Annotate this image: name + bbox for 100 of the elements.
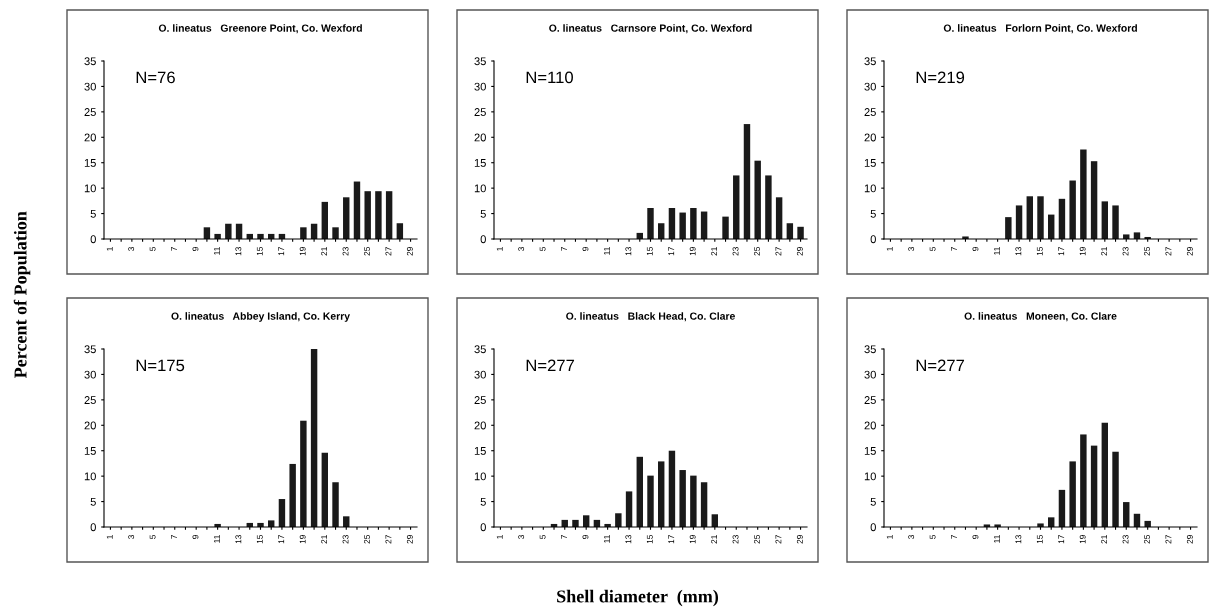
x-tick-label: 13 xyxy=(235,247,242,256)
annotation: N=277 xyxy=(526,359,575,372)
x-tick-label: 27 xyxy=(775,535,782,544)
bar xyxy=(1069,461,1076,527)
chart-title: O. lineatus Black Head, Co. Clare xyxy=(566,312,735,322)
annotation: N=219 xyxy=(916,71,965,84)
y-tick-label: 15 xyxy=(84,159,96,167)
bar xyxy=(690,207,697,239)
bar xyxy=(1005,217,1012,239)
x-tick-label: 15 xyxy=(646,534,653,544)
x-tick-label: 29 xyxy=(1186,247,1193,256)
x-tick-label: 27 xyxy=(1165,535,1172,544)
x-tick-label: 15 xyxy=(1036,246,1043,256)
x-tick-label: 21 xyxy=(1101,535,1107,544)
x-tick-label: 21 xyxy=(1101,247,1107,256)
x-tick-label: 1 xyxy=(886,535,893,539)
y-tick-label: 10 xyxy=(864,184,876,193)
x-tick-label: 21 xyxy=(711,535,717,544)
bar xyxy=(615,513,622,527)
y-tick-label: 5 xyxy=(480,209,486,218)
x-tick-label: 15 xyxy=(256,246,263,256)
x-tick-label: 25 xyxy=(754,534,760,544)
y-tick-label: 20 xyxy=(864,421,876,430)
y-tick-label: 5 xyxy=(90,497,96,506)
annotation: N=277 xyxy=(916,359,965,372)
x-tick-label: 11 xyxy=(214,535,220,543)
bar xyxy=(1101,422,1109,527)
y-tick-label: 35 xyxy=(84,345,96,354)
x-tick-label: 23 xyxy=(342,535,349,544)
x-tick-label: 23 xyxy=(342,247,349,256)
annotation: N=110 xyxy=(526,71,573,84)
bar xyxy=(1026,196,1033,239)
x-tick-label: 1 xyxy=(886,247,893,251)
bar xyxy=(1144,520,1151,527)
x-tick-label: 19 xyxy=(689,535,696,544)
bar xyxy=(754,160,761,239)
y-tick-label: 25 xyxy=(864,396,876,404)
x-tick-label: 19 xyxy=(299,535,306,544)
y-tick-label: 35 xyxy=(474,345,486,354)
bar xyxy=(1112,205,1119,239)
x-tick-label: 7 xyxy=(951,535,957,539)
bar xyxy=(1015,205,1023,239)
x-tick-label: 5 xyxy=(539,534,546,539)
bar xyxy=(1090,161,1098,239)
y-tick-label: 10 xyxy=(84,184,96,193)
bar xyxy=(700,482,708,527)
x-tick-label: 7 xyxy=(561,247,567,251)
bar xyxy=(797,226,804,239)
bar xyxy=(1112,451,1119,527)
bar xyxy=(278,499,286,527)
bar xyxy=(743,124,751,239)
chart-title: O. lineatus Carnsore Point, Co. Wexford xyxy=(549,24,752,34)
y-tick-label: 35 xyxy=(864,57,876,66)
y-tick-label: 5 xyxy=(480,497,486,506)
x-tick-label: 3 xyxy=(128,535,135,539)
x-tick-label: 5 xyxy=(149,246,156,251)
x-tick-label: 27 xyxy=(775,247,782,256)
y-axis-title: Percent of Population xyxy=(13,211,31,378)
bar xyxy=(1069,180,1076,239)
y-tick-label: 10 xyxy=(474,184,486,193)
x-tick-label: 3 xyxy=(128,247,135,251)
x-tick-label: 25 xyxy=(364,534,370,544)
y-tick-label: 15 xyxy=(864,159,876,167)
x-tick-label: 1 xyxy=(106,535,113,539)
bar xyxy=(775,197,783,239)
bar xyxy=(343,197,350,239)
y-tick-label: 0 xyxy=(870,523,876,532)
x-tick-label: 1 xyxy=(496,535,503,539)
x-tick-label: 25 xyxy=(1144,534,1150,544)
x-tick-label: 9 xyxy=(972,535,979,539)
bar xyxy=(636,456,643,527)
y-tick-label: 35 xyxy=(864,345,876,354)
x-tick-label: 5 xyxy=(929,534,936,539)
x-tick-label: 5 xyxy=(149,534,156,539)
y-tick-label: 25 xyxy=(474,108,486,116)
x-tick-label: 23 xyxy=(732,247,739,256)
x-tick-label: 17 xyxy=(668,535,675,544)
bar xyxy=(733,175,740,239)
bar xyxy=(625,491,633,527)
x-tick-label: 17 xyxy=(1058,535,1065,544)
x-tick-label: 23 xyxy=(1122,247,1129,256)
annotation: N=76 xyxy=(136,71,175,84)
bar xyxy=(310,349,318,527)
bar xyxy=(1037,523,1044,527)
x-tick-label: 7 xyxy=(171,247,177,251)
x-tick-label: 29 xyxy=(406,247,413,256)
x-tick-label: 19 xyxy=(689,247,696,256)
x-tick-label: 27 xyxy=(1165,247,1172,256)
y-tick-label: 25 xyxy=(84,396,96,404)
x-tick-label: 9 xyxy=(582,247,589,251)
y-tick-label: 25 xyxy=(474,396,486,404)
x-tick-label: 15 xyxy=(1036,534,1043,544)
x-tick-label: 25 xyxy=(1144,246,1150,256)
bar xyxy=(668,450,676,527)
x-tick-label: 21 xyxy=(321,247,327,256)
bar xyxy=(1080,149,1087,239)
chart-title: O. lineatus Greenore Point, Co. Wexford xyxy=(158,24,362,34)
bar xyxy=(647,475,654,527)
x-tick-label: 23 xyxy=(1122,535,1129,544)
y-tick-label: 20 xyxy=(84,133,96,142)
